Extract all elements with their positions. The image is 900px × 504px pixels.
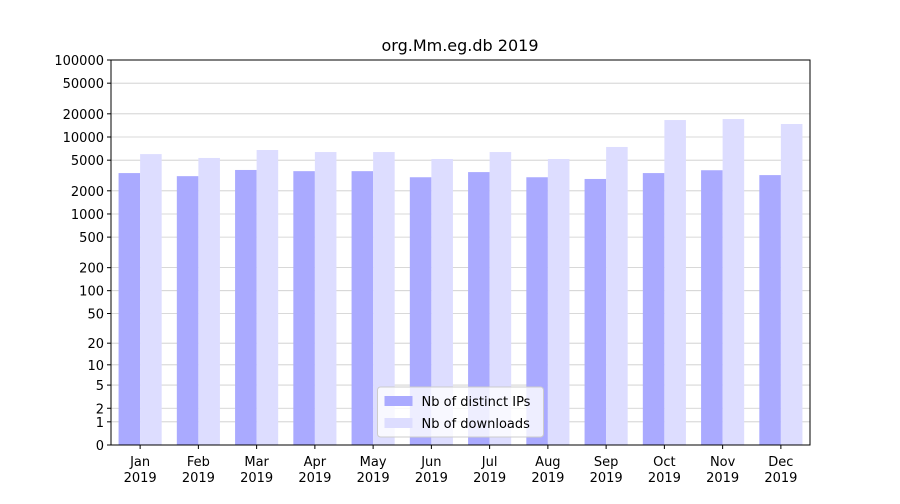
bar xyxy=(526,177,548,446)
y-tick-label: 0 xyxy=(96,439,104,454)
bar xyxy=(373,152,395,446)
y-tick-label: 50 xyxy=(87,308,104,323)
bar xyxy=(198,157,220,445)
y-tick-label: 10000 xyxy=(63,131,104,146)
bar xyxy=(351,171,374,446)
y-tick-label: 500 xyxy=(79,231,104,246)
bar xyxy=(176,176,199,445)
legend-label: Nb of distinct IPs xyxy=(422,395,531,410)
x-tick-label: Dec 2019 xyxy=(764,455,797,486)
bar xyxy=(409,177,432,446)
bar xyxy=(722,119,745,446)
bar xyxy=(314,152,337,446)
legend-box xyxy=(377,386,544,438)
bar xyxy=(759,175,781,445)
bar xyxy=(489,152,512,446)
y-tick-label: 100 xyxy=(79,285,104,300)
legend-label: Nb of downloads xyxy=(422,417,531,432)
bar xyxy=(235,169,257,445)
x-tick-label: Jul 2019 xyxy=(473,455,506,486)
x-tick-label: Sep 2019 xyxy=(590,455,623,486)
bar xyxy=(584,178,607,445)
chart-title: org.Mm.eg.db 2019 xyxy=(381,36,538,55)
y-tick-label: 100000 xyxy=(54,54,104,69)
y-tick-label: 1 xyxy=(96,416,104,431)
bar xyxy=(293,171,315,446)
x-tick-label: Feb 2019 xyxy=(182,455,215,486)
y-tick-label: 10 xyxy=(87,359,104,374)
y-tick-label: 50000 xyxy=(63,77,104,92)
y-tick-label: 5 xyxy=(96,379,104,394)
bar xyxy=(642,173,665,445)
bar xyxy=(701,170,723,445)
x-tick-label: Aug 2019 xyxy=(531,455,564,486)
legend-swatch xyxy=(384,396,413,406)
y-tick-label: 2000 xyxy=(71,185,104,200)
bar xyxy=(140,154,162,445)
x-tick-label: Jan 2019 xyxy=(124,455,157,486)
y-tick-label: 20 xyxy=(87,337,104,352)
x-tick-label: Apr 2019 xyxy=(298,455,331,486)
y-tick-label: 5000 xyxy=(71,154,104,169)
y-tick-label: 200 xyxy=(79,262,104,277)
bar xyxy=(780,124,803,445)
x-tick-label: Jun 2019 xyxy=(415,455,448,486)
bar xyxy=(256,149,279,445)
bar xyxy=(118,173,141,445)
plot-frame xyxy=(110,59,811,446)
bar xyxy=(606,146,628,445)
legend-swatch xyxy=(384,418,413,428)
bar xyxy=(431,158,453,445)
x-tick-label: May 2019 xyxy=(357,455,390,486)
x-tick-label: Oct 2019 xyxy=(648,455,681,486)
y-tick-label: 1000 xyxy=(71,208,104,223)
bar xyxy=(664,120,686,446)
bar xyxy=(547,158,570,445)
y-tick-label: 2 xyxy=(96,402,104,417)
y-tick-label: 20000 xyxy=(63,108,104,123)
x-tick-label: Nov 2019 xyxy=(706,455,739,486)
bar xyxy=(468,172,490,445)
x-tick-label: Mar 2019 xyxy=(240,455,273,486)
